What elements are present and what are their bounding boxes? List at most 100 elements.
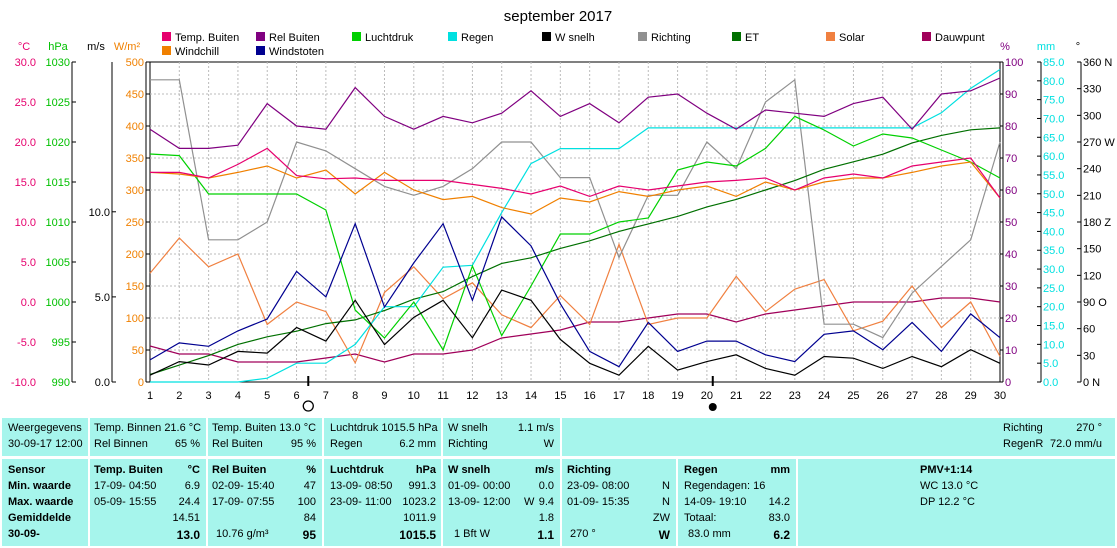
legend-label: Richting [651, 32, 691, 44]
luchtdruk-current: Luchtdruk 1015.5 hPa [330, 422, 438, 434]
stats-pmv-header: PMV+1:14 [920, 464, 973, 476]
axis-humidity-label: 30 [1005, 281, 1017, 293]
legend-swatch [542, 32, 551, 41]
stats-druk-header: Luchtdruk [330, 464, 384, 476]
stats-wind-min: 0.0 [538, 480, 554, 492]
chart-grid [149, 61, 1001, 383]
legend-label: Rel Buiten [269, 32, 320, 44]
axis-solar-label: 300 [126, 185, 144, 197]
axis-pressure-label: 1005 [46, 257, 70, 269]
stats-richting-header: Richting [567, 464, 611, 476]
axis-direction-label: 360 N [1083, 57, 1112, 69]
x-tick-label: 12 [466, 390, 478, 402]
stats-wind-max: 9.4 [538, 496, 554, 508]
x-tick-label: 13 [496, 390, 508, 402]
x-tick-label: 3 [206, 390, 212, 402]
axis-humidity-label: 100 [1005, 57, 1023, 69]
axis-solar-label: 250 [126, 217, 144, 229]
axis-direction-label: 180 Z [1083, 217, 1111, 229]
x-tick-label: 5 [264, 390, 270, 402]
stats-wind-max-dir: W [524, 496, 535, 508]
axis-direction-label: 90 O [1083, 297, 1107, 309]
axis-unit-label: m/s [87, 41, 105, 53]
stats-regen-max-time: 14-09- 19:10 [684, 496, 747, 508]
legend-swatch [826, 32, 835, 41]
stats-druk-max: 1023.2 [402, 496, 436, 508]
stats-richting-max-time: 01-09- 15:35 [567, 496, 630, 508]
current-panel [2, 418, 1115, 456]
stats-rel-max-time: 17-09- 07:55 [212, 496, 275, 508]
axis-direction-label: 0 N [1083, 377, 1100, 389]
axis-direction-label: 30 [1083, 350, 1095, 362]
rel-binnen-value: 65 % [174, 438, 200, 450]
current-title: Weergegevens [8, 422, 82, 434]
stats-wind-unit: m/s [535, 464, 554, 476]
x-tick-label: 9 [381, 390, 387, 402]
axis-pressure-label: 1015 [46, 177, 70, 189]
new-moon-icon [708, 403, 717, 411]
stats-panel [2, 459, 1115, 546]
legend-swatch [638, 32, 647, 41]
x-tick-label: 17 [613, 390, 625, 402]
stats-rel-avg: 84 [303, 512, 316, 524]
axis-solar-label: 200 [126, 249, 144, 261]
x-tick-label: 21 [730, 390, 742, 402]
series-line-richting [150, 78, 1001, 339]
stats-regen-month: 83.0 mm [688, 528, 731, 540]
series-line-temp-buiten [150, 147, 1001, 199]
x-tick-label: 6 [293, 390, 299, 402]
stats-wind-min-time: 01-09- 00:00 [448, 480, 511, 492]
stats-regen-today: 6.2 [773, 528, 790, 542]
legend-swatch [352, 32, 361, 41]
stats-druk-min: 991.3 [408, 480, 436, 492]
axis-pressure-label: 1000 [46, 297, 70, 309]
axis-solar-label: 100 [126, 313, 144, 325]
axis-temp-label: 15.0 [15, 177, 36, 189]
series-line-et [149, 127, 1001, 376]
stats-temp-max: 24.4 [178, 496, 200, 508]
series-line-windstoten [149, 215, 1001, 368]
stats-richting-min-time: 23-09- 08:00 [567, 480, 630, 492]
axis-pressure-label: 1020 [46, 137, 70, 149]
x-tick-label: 26 [877, 390, 889, 402]
legend-label: ET [745, 32, 759, 44]
stats-richting-avg: ZW [652, 512, 670, 524]
axis-humidity-label: 80 [1005, 121, 1017, 133]
x-tick-label: 30 [994, 390, 1006, 402]
axis-rain-label: 10.0 [1043, 339, 1064, 351]
axis-temp-label: -5.0 [17, 337, 36, 349]
stats-regen-total: 83.0 [768, 512, 790, 524]
legend-swatch [732, 32, 741, 41]
axis-direction-label: 240 [1083, 164, 1101, 176]
richting-deg-value: 270 ° [1076, 422, 1102, 434]
x-tick-label: 7 [323, 390, 329, 402]
regenr-value: 72.0 mm/u [1050, 438, 1102, 450]
series-line-solar [149, 237, 1001, 365]
stats-richting-deg: 270 ° [570, 528, 596, 540]
axis-temp-label: 30.0 [15, 57, 36, 69]
regen-label: Regen [330, 438, 363, 450]
axis-unit-label: °C [18, 41, 30, 53]
richting-value: W [543, 438, 554, 450]
x-tick-label: 24 [818, 390, 830, 402]
chart-plot-area [149, 68, 1001, 383]
axis-humidity-label: 20 [1005, 313, 1017, 325]
stats-temp-header: Temp. Buiten [94, 464, 163, 476]
x-tick-label: 14 [525, 390, 537, 402]
axis-unit-label: ° [1076, 41, 1080, 53]
stats-wind-avg: 1.8 [538, 512, 554, 524]
axis-humidity-label: 50 [1005, 217, 1017, 229]
x-tick-label: 28 [935, 390, 947, 402]
stats-druk-today: 1015.5 [399, 528, 436, 542]
axis-rain-label: 60.0 [1043, 151, 1064, 163]
stats-temp-min-time: 17-09- 04:50 [94, 480, 157, 492]
stats-pmv-dp: DP 12.2 °C [920, 496, 975, 508]
stats-pmv-wc: WC 13.0 °C [920, 480, 979, 492]
stats-druk-min-time: 13-09- 08:50 [330, 480, 393, 492]
axis-unit-label: mm [1037, 41, 1055, 53]
series-line-dauwpunt [149, 297, 1001, 363]
axis-temp-label: 0.0 [21, 297, 36, 309]
axis-humidity-label: 0 [1005, 377, 1011, 389]
stats-temp-avg: 14.51 [172, 512, 200, 524]
x-tick-label: 4 [235, 390, 241, 402]
